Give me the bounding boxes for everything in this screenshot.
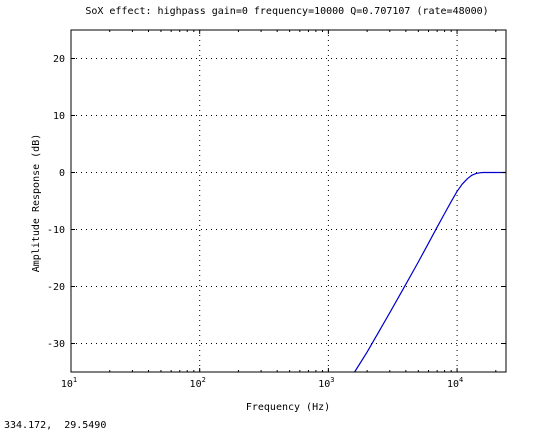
x-axis-label: Frequency (Hz) (246, 402, 330, 413)
x-tick-label: 102 (190, 376, 206, 390)
x-tick-label: 104 (447, 376, 463, 390)
chart-title: SoX effect: highpass gain=0 frequency=10… (85, 6, 488, 17)
y-tick-label: 0 (59, 168, 65, 179)
x-tick-label: 103 (318, 376, 334, 390)
x-tick-label: 101 (61, 376, 77, 390)
x-axis-ticks: 101 102 103 104 (61, 30, 497, 390)
cursor-coordinate-readout: 334.172, 29.5490 (4, 420, 107, 431)
series-layer (354, 171, 506, 373)
y-tick-label: -10 (47, 225, 65, 236)
y-tick-label: 10 (53, 111, 65, 122)
response-curve (354, 171, 506, 373)
y-axis-label: Amplitude Response (dB) (31, 134, 42, 272)
y-axis-ticks: 20 10 0 -10 -20 -30 (47, 54, 506, 350)
plot-frame (70, 29, 507, 373)
y-tick-label: -20 (47, 282, 65, 293)
y-tick-label: -30 (47, 339, 65, 350)
grid-lines (71, 30, 506, 372)
y-tick-label: 20 (53, 54, 65, 65)
